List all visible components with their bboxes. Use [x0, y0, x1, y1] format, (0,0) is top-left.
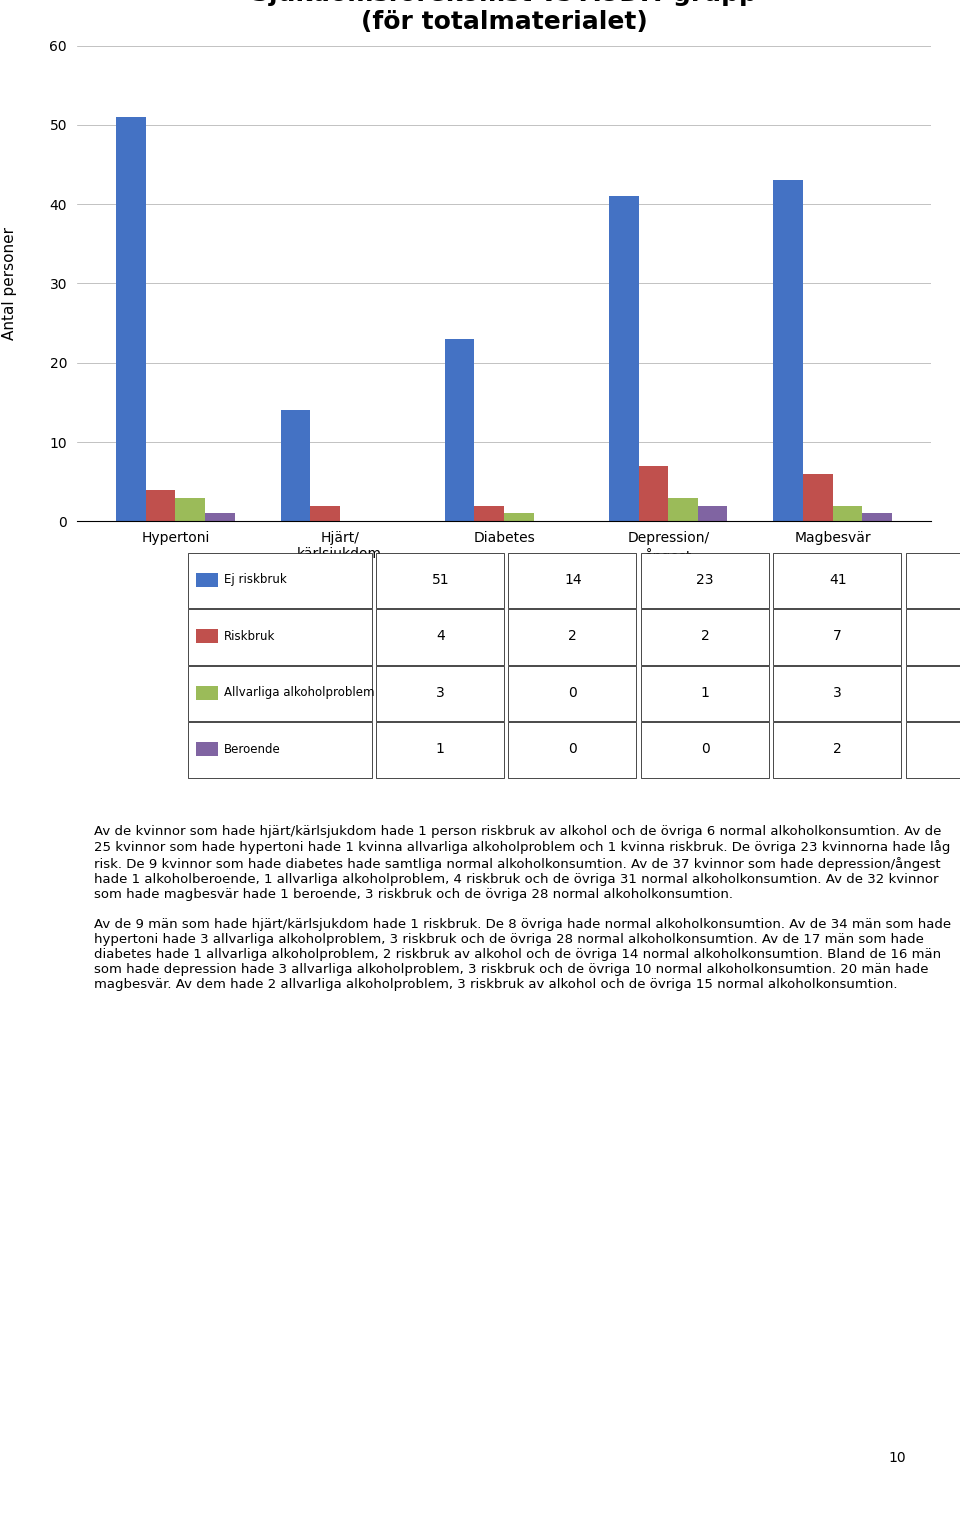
FancyBboxPatch shape [375, 552, 504, 608]
Bar [444, 338, 474, 522]
Title: Sjukdomsförekomst vs AUDIT-grupp
(för totalmaterialet): Sjukdomsförekomst vs AUDIT-grupp (för to… [252, 0, 756, 33]
Text: 1: 1 [701, 686, 709, 699]
FancyBboxPatch shape [905, 722, 960, 778]
Text: Allvarliga alkoholproblem: Allvarliga alkoholproblem [224, 686, 374, 699]
FancyBboxPatch shape [188, 666, 372, 721]
Bar [832, 505, 862, 522]
FancyBboxPatch shape [375, 610, 504, 664]
FancyBboxPatch shape [640, 722, 769, 778]
Text: 1: 1 [436, 742, 444, 757]
FancyBboxPatch shape [508, 610, 636, 664]
Text: 23: 23 [696, 573, 714, 587]
Bar [197, 742, 218, 757]
Text: 3: 3 [436, 686, 444, 699]
Text: 7: 7 [833, 630, 842, 643]
Text: Beroende: Beroende [224, 743, 280, 755]
FancyBboxPatch shape [375, 666, 504, 721]
FancyBboxPatch shape [508, 722, 636, 778]
Text: 2: 2 [833, 742, 842, 757]
Bar [804, 473, 832, 522]
FancyBboxPatch shape [188, 610, 372, 664]
Bar [197, 630, 218, 643]
Text: Riskbruk: Riskbruk [224, 630, 276, 643]
FancyBboxPatch shape [188, 722, 372, 778]
FancyBboxPatch shape [905, 610, 960, 664]
Text: 41: 41 [828, 573, 847, 587]
FancyBboxPatch shape [773, 610, 901, 664]
Bar [176, 498, 205, 522]
Text: 2: 2 [701, 630, 709, 643]
FancyBboxPatch shape [508, 552, 636, 608]
Text: 3: 3 [833, 686, 842, 699]
FancyBboxPatch shape [188, 552, 372, 608]
FancyBboxPatch shape [773, 666, 901, 721]
Text: Av de kvinnor som hade hjärt/kärlsjukdom hade 1 person riskbruk av alkohol och d: Av de kvinnor som hade hjärt/kärlsjukdom… [94, 825, 951, 991]
FancyBboxPatch shape [640, 552, 769, 608]
Bar [862, 513, 892, 522]
Bar [146, 490, 176, 522]
FancyBboxPatch shape [905, 552, 960, 608]
FancyBboxPatch shape [375, 722, 504, 778]
Bar [474, 505, 504, 522]
Bar [205, 513, 234, 522]
Bar [668, 498, 698, 522]
FancyBboxPatch shape [640, 666, 769, 721]
Text: 0: 0 [568, 742, 577, 757]
Bar [774, 181, 804, 522]
Text: Ej riskbruk: Ej riskbruk [224, 573, 286, 586]
Text: 51: 51 [432, 573, 449, 587]
FancyBboxPatch shape [508, 666, 636, 721]
Text: 4: 4 [436, 630, 444, 643]
Bar [197, 686, 218, 699]
Text: 2: 2 [568, 630, 577, 643]
Bar [698, 505, 728, 522]
FancyBboxPatch shape [773, 722, 901, 778]
FancyBboxPatch shape [773, 552, 901, 608]
Text: 10: 10 [888, 1450, 905, 1465]
Text: 0: 0 [568, 686, 577, 699]
Bar [638, 466, 668, 522]
Bar [310, 505, 340, 522]
Bar [116, 117, 146, 522]
Bar [610, 196, 638, 522]
Text: 0: 0 [701, 742, 709, 757]
FancyBboxPatch shape [640, 610, 769, 664]
Y-axis label: Antal personer: Antal personer [2, 228, 17, 340]
Text: 14: 14 [564, 573, 582, 587]
FancyBboxPatch shape [905, 666, 960, 721]
Bar [280, 410, 310, 522]
Bar [197, 572, 218, 587]
Bar [504, 513, 534, 522]
